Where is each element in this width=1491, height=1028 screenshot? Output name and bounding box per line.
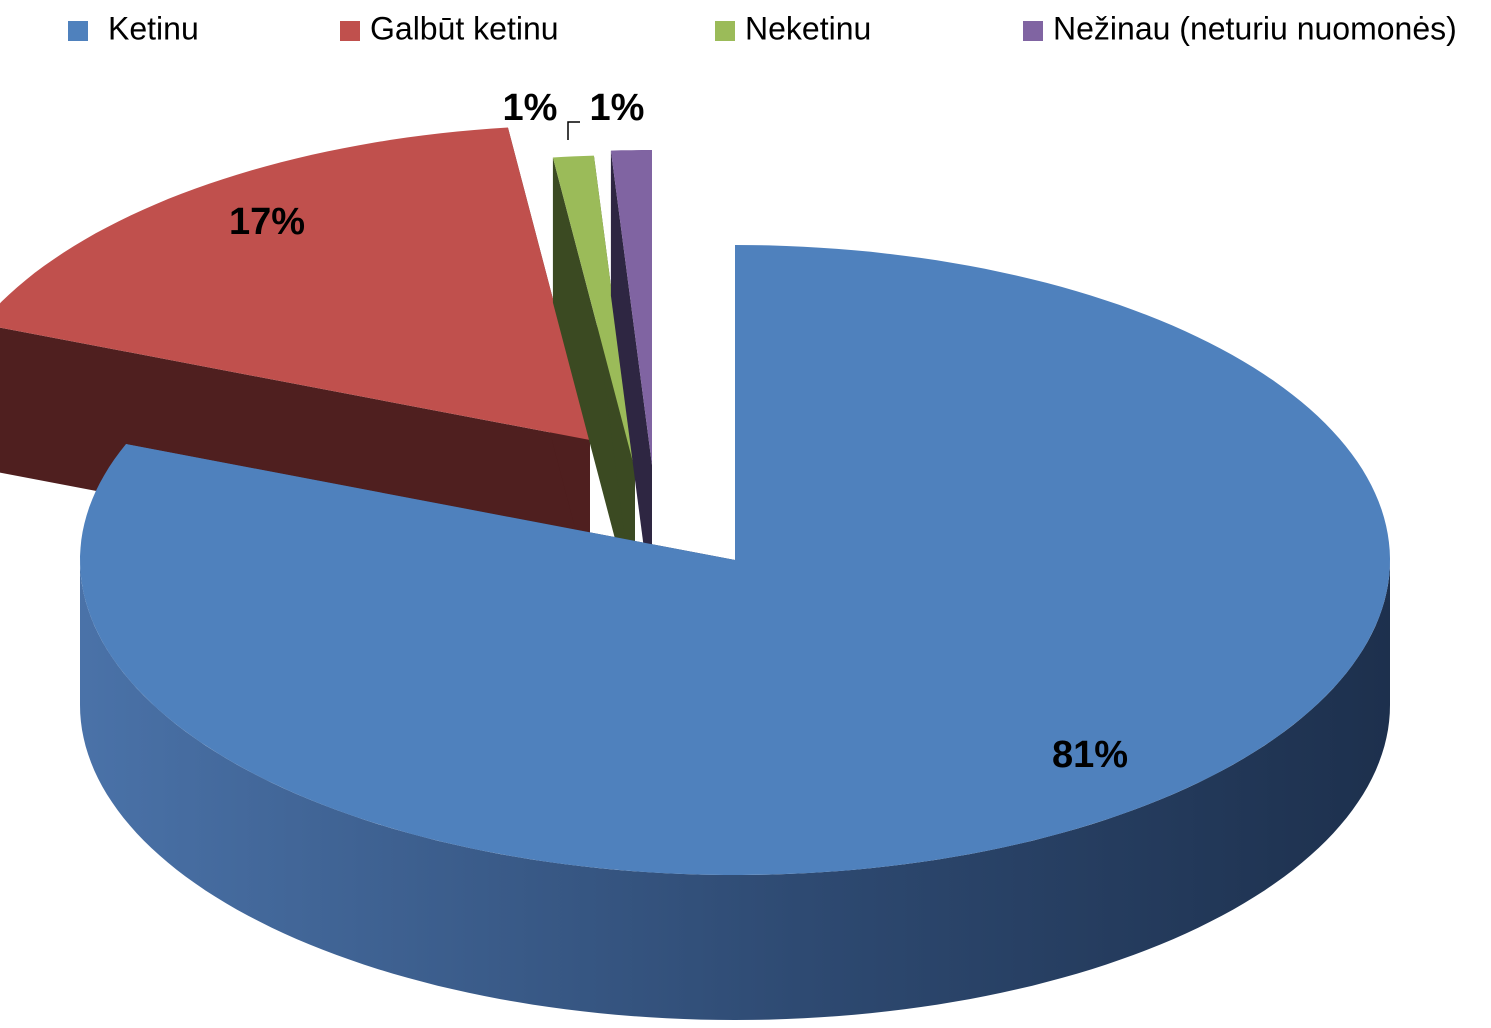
legend-label: Nežinau (neturiu nuomonės) (1053, 10, 1457, 46)
slice (552, 155, 635, 470)
legend-label: Galbūt ketinu (370, 10, 559, 46)
slice-side (610, 150, 652, 610)
data-label: 17% (229, 201, 305, 243)
labels: 81% 17% 1% 1% (229, 87, 1128, 776)
data-label: 1% (590, 87, 645, 129)
legend-label: Ketinu (108, 10, 199, 46)
slice-side (80, 560, 1390, 1020)
data-label: 81% (1052, 734, 1128, 776)
leader-line (567, 121, 580, 140)
slice-side (552, 157, 635, 615)
pie (0, 127, 1390, 1020)
legend-label: Neketinu (745, 10, 871, 46)
legend-swatch (715, 21, 735, 41)
data-label: 1% (503, 87, 558, 129)
slice (610, 150, 652, 465)
legend: Ketinu Galbūt ketinu Neketinu Nežinau (netu… (68, 10, 1457, 46)
legend-swatch (1023, 21, 1043, 41)
slice (0, 127, 590, 440)
legend-swatch (68, 21, 88, 41)
slice (80, 245, 1390, 875)
legend-swatch (340, 21, 360, 41)
